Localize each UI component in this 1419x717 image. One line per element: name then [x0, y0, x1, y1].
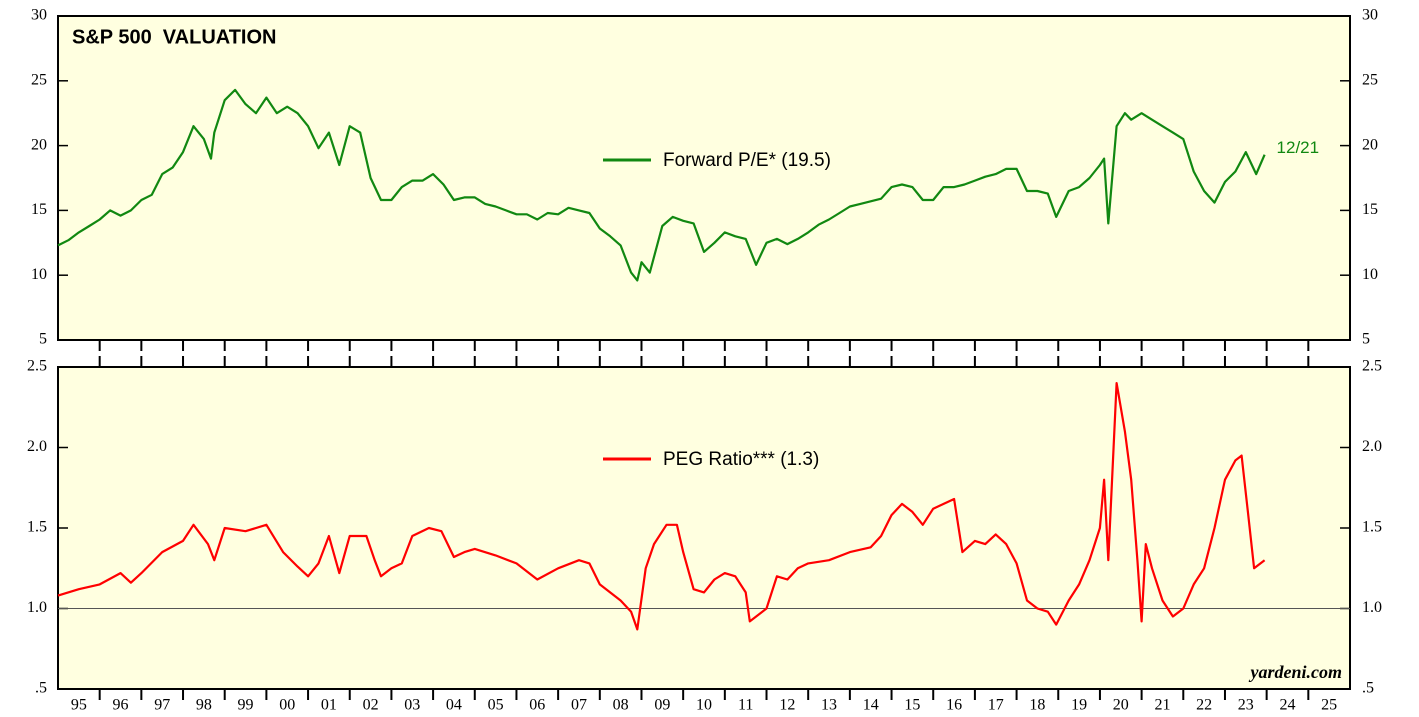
x-tick-label: 13	[821, 697, 837, 714]
x-tick-label: 21	[1154, 697, 1170, 714]
y-tick-label: 2.5	[27, 358, 47, 375]
x-tick-label: 10	[696, 697, 712, 714]
x-tick-label: 25	[1321, 697, 1337, 714]
x-tick-label: 09	[654, 697, 670, 714]
x-tick-label: 16	[946, 697, 962, 714]
x-tick-label: 05	[488, 697, 504, 714]
y-tick-label: 20	[31, 136, 47, 153]
y-tick-label: 25	[31, 71, 47, 88]
annotation: 12/21	[1277, 138, 1320, 157]
y-tick-label: 15	[31, 201, 47, 218]
x-tick-label: 14	[863, 697, 879, 714]
x-tick-label: 17	[988, 697, 1004, 714]
y-tick-label-right: 20	[1362, 136, 1378, 153]
plot-area	[57, 366, 1351, 690]
chart-title: S&P 500 VALUATION	[72, 26, 277, 48]
x-tick-label: 98	[196, 697, 212, 714]
series-line	[57, 88, 1266, 282]
x-tick-label: 22	[1196, 697, 1212, 714]
x-tick-label: 15	[904, 697, 920, 714]
y-tick-label: 30	[31, 7, 47, 24]
x-tick-label: 07	[571, 697, 587, 714]
plot-area	[57, 15, 1351, 341]
x-tick-label: 03	[404, 697, 420, 714]
x-tick-label: 99	[238, 697, 254, 714]
legend-label: PEG Ratio*** (1.3)	[663, 449, 819, 470]
x-tick-label: 06	[529, 697, 545, 714]
y-tick-label-right: .5	[1362, 680, 1374, 697]
x-tick-label: 23	[1238, 697, 1254, 714]
x-tick-label: 20	[1113, 697, 1129, 714]
y-tick-label-right: 15	[1362, 201, 1378, 218]
x-tick-label: 12	[779, 697, 795, 714]
x-tick-label: 19	[1071, 697, 1087, 714]
y-tick-label: 10	[31, 266, 47, 283]
y-tick-label-right: 5	[1362, 331, 1370, 348]
x-tick-label: 01	[321, 697, 337, 714]
x-tick-label: 00	[279, 697, 295, 714]
x-tick-label: 02	[363, 697, 379, 714]
y-tick-label-right: 2.0	[1362, 438, 1382, 455]
source: yardeni.com	[1249, 662, 1343, 682]
x-tick-label: 24	[1279, 697, 1295, 714]
y-tick-label-right: 1.0	[1362, 599, 1382, 616]
y-tick-label: .5	[35, 680, 47, 697]
x-tick-label: 08	[613, 697, 629, 714]
y-tick-label: 1.5	[27, 519, 47, 536]
x-tick-label: 95	[71, 697, 87, 714]
y-tick-label-right: 30	[1362, 7, 1378, 24]
y-tick-label-right: 1.5	[1362, 519, 1382, 536]
y-tick-label: 2.0	[27, 438, 47, 455]
y-tick-label-right: 2.5	[1362, 358, 1382, 375]
y-tick-label-right: 25	[1362, 71, 1378, 88]
y-tick-label-right: 10	[1362, 266, 1378, 283]
x-tick-label: 18	[1029, 697, 1045, 714]
x-tick-label: 04	[446, 697, 462, 714]
legend-label: Forward P/E* (19.5)	[663, 150, 831, 171]
series-line	[57, 382, 1266, 631]
x-tick-label: 11	[738, 697, 753, 714]
x-tick-label: 96	[113, 697, 129, 714]
y-tick-label: 5	[39, 331, 47, 348]
y-tick-label: 1.0	[27, 599, 47, 616]
x-tick-label: 97	[154, 697, 170, 714]
